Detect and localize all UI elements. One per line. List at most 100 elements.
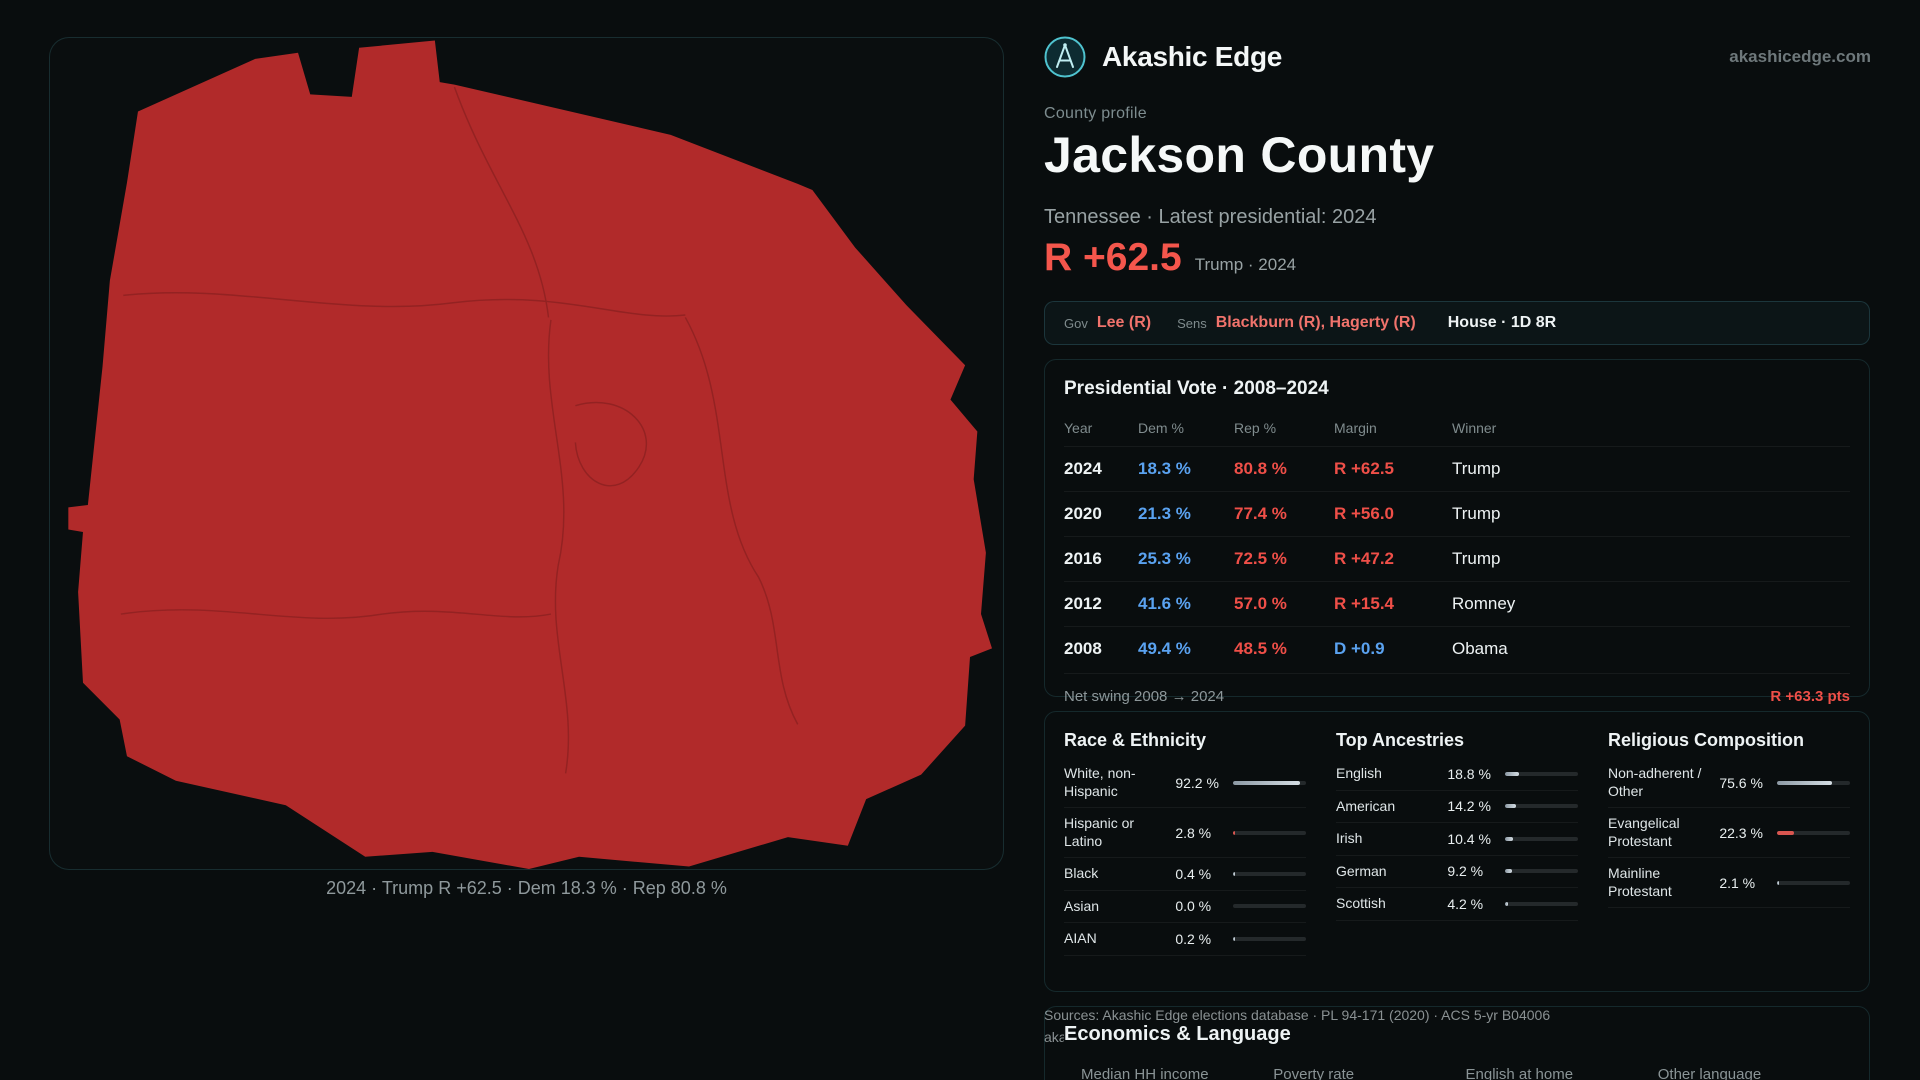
list-item: Black 0.4 % — [1064, 858, 1306, 891]
net-swing-row: Net swing 2008 → 2024 R +63.3 pts — [1064, 673, 1850, 705]
col-margin: Margin — [1334, 420, 1377, 436]
site-domain-link[interactable]: akashicedge.com — [1729, 47, 1871, 66]
stat-value: 14.2 % — [1447, 798, 1491, 815]
stat-label: German — [1336, 862, 1387, 879]
cell-rep-pct: 77.4 % — [1234, 504, 1287, 523]
stat-bar — [1777, 780, 1850, 785]
stat-bar — [1233, 871, 1306, 876]
cell-dem-pct: 41.6 % — [1138, 594, 1191, 613]
stat-label: English at home — [1465, 1066, 1574, 1080]
brand-title: Akashic Edge — [1102, 41, 1283, 72]
economics-panel: Economics & Language Median HH income $4… — [1044, 1006, 1870, 1080]
page-title: Jackson County — [1044, 127, 1435, 183]
stat-value: 22.3 % — [1719, 824, 1763, 841]
stat-bar — [1777, 830, 1850, 835]
table-row: 2016 25.3 % 72.5 % R +47.2 Trump — [1064, 536, 1850, 581]
table-row: 2024 18.3 % 80.8 % R +62.5 Trump — [1064, 446, 1850, 491]
stat-label: Hispanic or Latino — [1064, 815, 1135, 849]
list-item: AIAN 0.2 % — [1064, 923, 1306, 956]
akashic-edge-logo-icon[interactable] — [1044, 36, 1086, 78]
county-map-panel — [49, 37, 1004, 870]
list-item: English 18.8 % — [1336, 758, 1578, 791]
stat-value: 75.6 % — [1719, 774, 1763, 791]
governor-name: Lee (R) — [1096, 314, 1152, 331]
stat-label: Evangelical Protestant — [1608, 815, 1680, 849]
header: Akashic Edge akashicedge.com — [1044, 32, 1871, 82]
cell-winner: Trump — [1452, 504, 1501, 523]
map-caption: 2024 · Trump R +62.5 · Dem 18.3 % · Rep … — [326, 878, 727, 898]
stat-label: White, non-Hispanic — [1064, 765, 1136, 799]
sens-label: Sens — [1177, 315, 1207, 331]
list-item: American 14.2 % — [1336, 791, 1578, 823]
demographics-panel: Race & Ethnicity White, non-Hispanic 92.… — [1044, 711, 1870, 992]
county-shape[interactable] — [68, 40, 993, 869]
headline-margin: R +62.5 Trump · 2024 — [1044, 236, 1296, 280]
list-item: Non-adherent / Other 75.6 % — [1608, 758, 1850, 808]
stat-value: 9.2 % — [1447, 863, 1484, 880]
race-title: Race & Ethnicity — [1064, 730, 1207, 750]
stat-value: 2.8 % — [1175, 824, 1212, 841]
religion-title: Religious Composition — [1608, 730, 1804, 750]
cell-dem-pct: 25.3 % — [1138, 549, 1191, 568]
cell-margin: R +47.2 — [1334, 549, 1395, 568]
list-item: White, non-Hispanic 92.2 % — [1064, 758, 1306, 808]
stat-bar — [1505, 901, 1578, 906]
stat-label: Other language — [1657, 1066, 1762, 1080]
pres-table-header: Year Dem % Rep % Margin Winner — [1064, 412, 1850, 446]
list-item: Evangelical Protestant 22.3 % — [1608, 808, 1850, 858]
margin-value: R +62.5 — [1044, 236, 1182, 279]
cell-winner: Obama — [1452, 639, 1508, 658]
pres-table-title: Presidential Vote · 2008–2024 — [1064, 378, 1329, 399]
sources-line: Sources: Akashic Edge elections database… — [1044, 1007, 1551, 1023]
cell-year: 2024 — [1064, 459, 1102, 478]
list-item: German 9.2 % — [1336, 856, 1578, 888]
stat-label: Mainline Protestant — [1608, 865, 1672, 899]
economics-title: Economics & Language — [1064, 1023, 1303, 1048]
col-winner: Winner — [1452, 420, 1497, 436]
stat-value: 92.2 % — [1175, 774, 1219, 791]
stat-value: 0.2 % — [1175, 930, 1212, 947]
cell-rep-pct: 48.5 % — [1234, 639, 1287, 658]
cell-margin: R +56.0 — [1334, 504, 1395, 523]
stat-value: 2.1 % — [1719, 874, 1756, 891]
cell-winner: Romney — [1452, 594, 1516, 613]
cell-rep-pct: 80.8 % — [1234, 459, 1287, 478]
stat-english-at-home: English at home 97.0 % — [1466, 1066, 1658, 1080]
stat-label: Asian — [1064, 897, 1100, 914]
economics-stats: Median HH income $47,851 Poverty rate 20… — [1064, 1066, 1850, 1080]
net-swing-value: R +63.3 pts — [1770, 688, 1850, 705]
margin-note: Trump · 2024 — [1194, 255, 1297, 274]
stat-bar — [1233, 936, 1306, 941]
cell-margin: R +62.5 — [1334, 459, 1395, 478]
precinct-boundaries — [120, 86, 799, 774]
stat-bar — [1233, 830, 1306, 835]
stat-label: AIAN — [1064, 930, 1097, 946]
stat-bar — [1505, 836, 1578, 841]
cell-rep-pct: 57.0 % — [1234, 594, 1287, 613]
ancestries-column: Top Ancestries English 18.8 % American 1… — [1336, 730, 1578, 956]
stat-label: Poverty rate — [1273, 1066, 1355, 1080]
stat-label: Irish — [1336, 830, 1363, 846]
house-delegation: House · 1D 8R — [1447, 314, 1557, 331]
stat-label: Median HH income — [1081, 1066, 1209, 1080]
stat-other-language: Other language 3.1 % — [1658, 1066, 1850, 1080]
cell-margin: R +15.4 — [1334, 594, 1395, 613]
stat-median-income: Median HH income $47,851 — [1081, 1066, 1273, 1080]
stat-bar — [1233, 904, 1306, 909]
cell-winner: Trump — [1452, 549, 1501, 568]
stat-label: English — [1336, 765, 1382, 781]
list-item: Asian 0.0 % — [1064, 891, 1306, 923]
net-swing-label: Net swing 2008 → 2024 — [1064, 688, 1225, 705]
list-item: Mainline Protestant 2.1 % — [1608, 858, 1850, 908]
stat-poverty-rate: Poverty rate 20.5 % — [1273, 1066, 1465, 1080]
stat-value: 0.0 % — [1175, 898, 1212, 915]
list-item: Irish 10.4 % — [1336, 823, 1578, 856]
stat-label: Black — [1064, 865, 1099, 881]
cell-year: 2016 — [1064, 549, 1102, 568]
stat-value: 4.2 % — [1447, 895, 1484, 912]
cell-year: 2008 — [1064, 639, 1102, 658]
county-subtitle: Tennessee · Latest presidential: 2024 — [1044, 206, 1377, 228]
stat-label: Non-adherent / Other — [1608, 765, 1702, 799]
senators-names: Blackburn (R), Hagerty (R) — [1215, 314, 1416, 331]
stat-bar — [1505, 869, 1578, 874]
